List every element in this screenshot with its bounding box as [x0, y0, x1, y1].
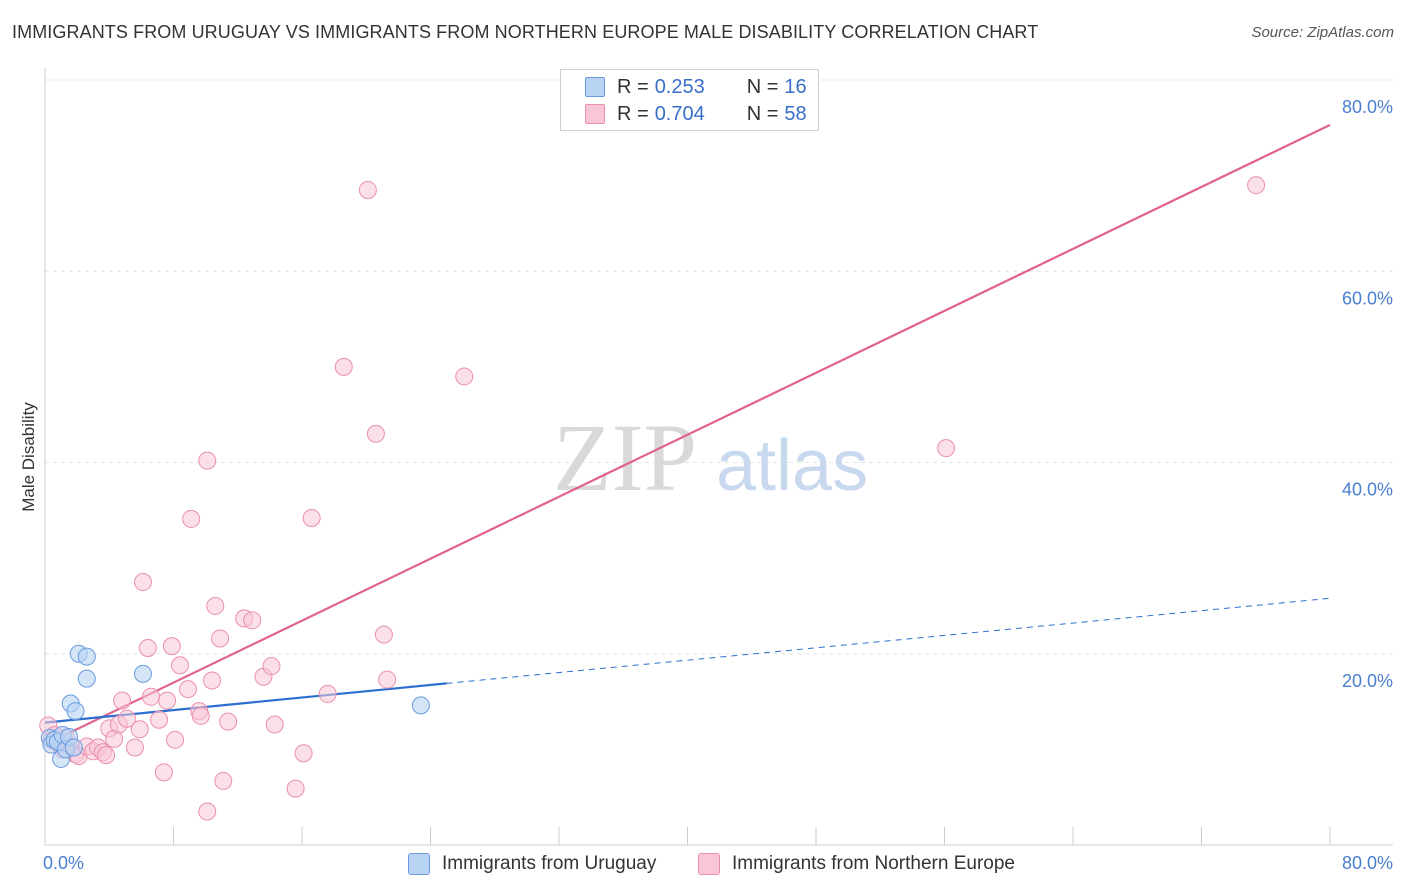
data-point-northern-europe — [166, 730, 185, 749]
legend-r-label: R = — [617, 102, 649, 125]
bottom-legend-swatch-uruguay — [408, 853, 430, 875]
x-tick-label: 0.0% — [43, 853, 84, 873]
trend-lines — [44, 123, 1331, 746]
data-point-uruguay — [77, 647, 96, 666]
legend-r-value: 0.253 — [654, 75, 705, 98]
legend-r-label: R = — [617, 75, 649, 98]
data-point-northern-europe — [191, 706, 210, 725]
watermark: ZIP atlas — [553, 404, 868, 511]
data-point-northern-europe — [265, 715, 284, 734]
legend-row-uruguay: R = 0.253 N = 16 — [585, 75, 807, 99]
data-point-northern-europe — [334, 357, 353, 376]
legend-swatch-northern-europe — [585, 104, 605, 124]
y-tick-label: 60.0% — [1342, 288, 1393, 308]
legend: R = 0.253 N = 16 R = 0.704 N = 58 — [560, 69, 819, 131]
bottom-legend-swatch-northern-europe — [698, 853, 720, 875]
points-uruguay — [40, 644, 430, 768]
data-point-northern-europe — [214, 771, 233, 790]
data-point-northern-europe — [162, 637, 181, 656]
data-point-uruguay — [77, 669, 96, 688]
trend-line-northern-europe — [44, 123, 1331, 746]
y-tick-label: 40.0% — [1342, 480, 1393, 500]
bottom-legend-uruguay: Immigrants from Uruguay — [408, 851, 656, 877]
data-point-northern-europe — [133, 573, 152, 592]
trend-line-uruguay — [44, 682, 447, 724]
data-point-northern-europe — [182, 509, 201, 528]
data-point-northern-europe — [455, 367, 474, 386]
legend-n-label: N = — [746, 102, 779, 125]
trend-line-uruguay-extension — [446, 597, 1331, 684]
data-point-northern-europe — [937, 439, 956, 458]
tick-labels: 20.0% 40.0% 60.0% 80.0% 0.0% 80.0% — [43, 97, 1393, 873]
legend-n-value: 16 — [784, 75, 807, 98]
data-point-northern-europe — [318, 684, 337, 703]
legend-n-label: N = — [746, 75, 779, 98]
legend-swatch-uruguay — [585, 77, 605, 97]
data-point-northern-europe — [150, 710, 169, 729]
watermark-zip: ZIP — [553, 404, 697, 511]
data-point-northern-europe — [178, 680, 197, 699]
data-point-northern-europe — [142, 687, 161, 706]
bottom-legend-label-uruguay: Immigrants from Uruguay — [442, 853, 657, 874]
data-point-northern-europe — [203, 671, 222, 690]
data-point-northern-europe — [211, 629, 230, 648]
x-tick-label: 80.0% — [1342, 853, 1393, 873]
data-point-northern-europe — [154, 763, 173, 782]
data-point-northern-europe — [113, 691, 132, 710]
source-label: Source: ZipAtlas.com — [1251, 24, 1394, 41]
data-point-northern-europe — [198, 451, 217, 470]
data-point-northern-europe — [130, 720, 149, 739]
data-point-northern-europe — [374, 625, 393, 644]
bottom-legend-northern-europe: Immigrants from Northern Europe — [698, 851, 1015, 877]
chart-title: IMMIGRANTS FROM URUGUAY VS IMMIGRANTS FR… — [12, 22, 1039, 42]
legend-r-value: 0.704 — [654, 102, 705, 125]
data-point-northern-europe — [378, 670, 397, 689]
data-point-uruguay — [66, 702, 85, 721]
data-point-northern-europe — [294, 744, 313, 763]
data-point-northern-europe — [262, 657, 281, 676]
data-point-northern-europe — [243, 611, 262, 630]
data-point-northern-europe — [302, 508, 321, 527]
data-point-northern-europe — [117, 709, 136, 728]
data-point-northern-europe — [125, 738, 144, 757]
axes — [44, 68, 1393, 846]
data-point-northern-europe — [1247, 176, 1266, 195]
data-point-northern-europe — [358, 180, 377, 199]
y-tick-label: 80.0% — [1342, 97, 1393, 117]
data-point-northern-europe — [170, 656, 189, 675]
data-point-uruguay — [64, 738, 83, 757]
watermark-atlas: atlas — [716, 426, 868, 506]
data-point-uruguay — [133, 664, 152, 683]
data-point-northern-europe — [219, 712, 238, 731]
y-axis-label: Male Disability — [19, 402, 38, 512]
bottom-legend-label-northern-europe: Immigrants from Northern Europe — [732, 853, 1015, 874]
y-tick-label: 20.0% — [1342, 671, 1393, 691]
grid-lines — [45, 79, 1393, 655]
data-point-northern-europe — [198, 802, 217, 821]
data-point-northern-europe — [286, 779, 305, 798]
legend-row-northern-europe: R = 0.704 N = 58 — [585, 102, 807, 126]
legend-n-value: 58 — [784, 102, 807, 125]
data-point-northern-europe — [158, 691, 177, 710]
data-point-northern-europe — [138, 639, 157, 658]
data-point-uruguay — [411, 696, 430, 715]
data-point-northern-europe — [97, 746, 116, 765]
data-point-northern-europe — [206, 596, 225, 615]
data-point-northern-europe — [366, 424, 385, 443]
